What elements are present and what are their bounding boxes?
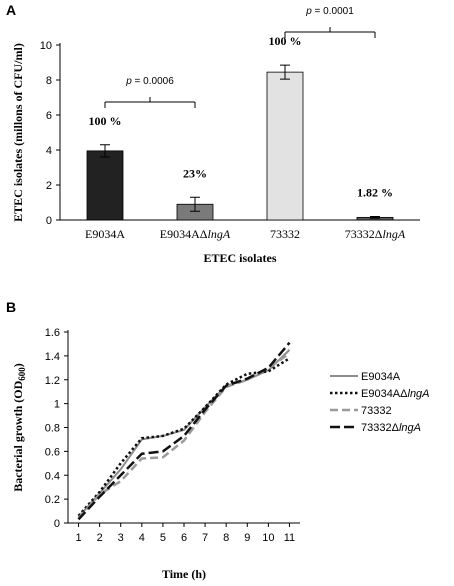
series-line-2 — [77, 357, 291, 517]
p-value-label-1: p = 0.0006 — [125, 76, 174, 87]
legend-label-3-text: 73332 — [361, 405, 392, 417]
line-chart-x-tick-label: 10 — [262, 532, 274, 544]
line-chart-y-tick-label: 1.6 — [45, 327, 60, 339]
legend-label-4-text: 73332Δ — [361, 422, 400, 434]
line-chart-x-tick-label: 7 — [202, 532, 208, 544]
series-line-1 — [77, 349, 291, 518]
line-chart-y-axis-label-subscript: 600 — [17, 367, 27, 381]
p-value-number: = 0.0001 — [312, 6, 354, 17]
bar-category-label-1: E9034A — [85, 227, 125, 241]
bar-percent-label-3: 100 % — [269, 34, 302, 48]
legend-label-4-italic-text: lngA — [399, 422, 421, 434]
line-chart-y-axis-label-end: ) — [11, 363, 25, 367]
p-value-label-2: p = 0.0001 — [305, 6, 354, 17]
bar-chart-y-tick-label: 2 — [46, 180, 52, 192]
bar-3 — [266, 71, 304, 221]
bar-category-label-3: 73332 — [270, 227, 300, 241]
bar-chart-x-axis-label: ETEC isolates — [203, 251, 276, 265]
bar-percent-label-2: 23% — [183, 166, 207, 180]
bar-1 — [86, 150, 124, 221]
line-chart-x-axis-label: Time (h) — [162, 567, 206, 581]
bar-chart-y-axis-label: ETEC isolates (millons of CFU/ml) — [11, 43, 25, 222]
line-chart-x-tick-label: 8 — [223, 532, 229, 544]
line-chart-x-tick-label: 2 — [97, 532, 103, 544]
line-chart-x-tick-label: 6 — [181, 532, 187, 544]
line-chart-x-tick-label: 5 — [160, 532, 166, 544]
legend-label-1: E9034A — [361, 371, 401, 383]
line-chart-panel-b: Time (h) Bacterial growth (OD600) 0 0.2 0.… — [11, 327, 430, 581]
line-chart-y-tick-label: 0.2 — [45, 494, 60, 506]
line-chart-y-tick-label: 1 — [54, 399, 60, 411]
line-chart-x-tick-label: 4 — [139, 532, 145, 544]
line-chart-y-tick-label: 0.8 — [45, 423, 60, 435]
line-chart-x-tick-label: 9 — [244, 532, 250, 544]
bar-category-label-2: E9034AΔlngA — [160, 227, 231, 241]
bar-category-label-2-text: E9034AΔ — [160, 227, 208, 241]
legend-label-1-text: E9034A — [361, 371, 401, 383]
bar-chart-y-tick-label: 0 — [46, 215, 52, 227]
line-chart-y-axis-label-main: Bacterial growth (OD — [11, 380, 25, 491]
bar-chart-y-tick-label: 4 — [46, 145, 52, 157]
bar-chart-y-tick-label: 10 — [40, 40, 52, 52]
line-chart-y-tick-label: 0.4 — [45, 470, 60, 482]
line-chart-y-tick-label: 0.6 — [45, 446, 60, 458]
panel-a-letter: A — [6, 2, 16, 18]
series-line-3 — [77, 352, 291, 520]
panel-b-letter: B — [6, 299, 16, 315]
line-chart-y-axis-label: Bacterial growth (OD600) — [11, 363, 27, 492]
bar-percent-label-1: 100 % — [89, 114, 122, 128]
bar-chart-y-tick-label: 6 — [46, 110, 52, 122]
p-value-symbol: p — [305, 6, 312, 17]
legend-label-2-italic-text: lngA — [408, 388, 430, 400]
legend-label-2-text: E9034AΔ — [361, 388, 408, 400]
p-value-number: = 0.0006 — [132, 76, 174, 87]
bar-category-label-1-text: E9034A — [85, 227, 125, 241]
line-chart-x-tick-label: 3 — [118, 532, 124, 544]
legend-label-2: E9034AΔlngA — [361, 388, 430, 400]
line-chart-x-tick-label: 1 — [75, 532, 81, 544]
bar-chart-y-tick-label: 8 — [46, 75, 52, 87]
legend-label-3: 73332 — [361, 405, 392, 417]
bar-percent-label-4: 1.82 % — [357, 186, 393, 200]
legend-label-4: 73332ΔlngA — [361, 422, 421, 434]
bar-category-label-3-text: 73332 — [270, 227, 300, 241]
bar-category-label-4-text: 73332Δ — [345, 227, 383, 241]
bar-category-label-4-italic-text: lngA — [383, 227, 406, 241]
bar-chart-panel-a: ETEC isolates (millons of CFU/ml) ETEC i… — [11, 6, 420, 265]
bar-category-label-2-italic-text: lngA — [208, 227, 231, 241]
line-chart-y-tick-label: 1.4 — [45, 351, 60, 363]
series-line-4 — [77, 341, 291, 521]
bar-category-label-4: 73332ΔlngA — [345, 227, 406, 241]
line-chart-x-tick-label: 11 — [284, 532, 295, 544]
line-chart-y-tick-label: 0 — [54, 518, 60, 530]
line-chart-y-tick-label: 1.2 — [45, 375, 60, 387]
p-value-symbol: p — [125, 76, 132, 87]
